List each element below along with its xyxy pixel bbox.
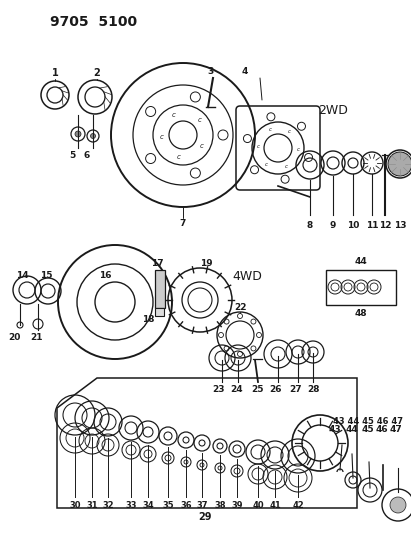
- Text: 40: 40: [252, 500, 264, 510]
- Text: 43 44 45 46 47: 43 44 45 46 47: [333, 417, 403, 426]
- Circle shape: [388, 152, 411, 176]
- Text: 30: 30: [69, 500, 81, 510]
- Text: 25: 25: [252, 385, 264, 394]
- Circle shape: [90, 133, 95, 139]
- Text: 26: 26: [269, 385, 281, 394]
- Text: 47: 47: [390, 425, 402, 434]
- Text: 21: 21: [30, 334, 42, 343]
- Text: c: c: [197, 117, 201, 123]
- Text: 41: 41: [269, 500, 281, 510]
- Text: 34: 34: [142, 500, 154, 510]
- Text: 1: 1: [52, 68, 58, 78]
- Text: 33: 33: [125, 500, 137, 510]
- Text: 2WD: 2WD: [318, 103, 348, 117]
- Text: 23: 23: [212, 385, 224, 394]
- Text: c: c: [288, 130, 291, 134]
- Text: 13: 13: [394, 221, 406, 230]
- Bar: [326, 270, 396, 305]
- Text: 9705  5100: 9705 5100: [50, 15, 137, 29]
- Text: 46: 46: [376, 425, 388, 434]
- Text: 18: 18: [142, 316, 154, 325]
- Text: 10: 10: [347, 221, 359, 230]
- Text: 36: 36: [180, 500, 192, 510]
- Text: 4: 4: [242, 68, 248, 77]
- Text: 5: 5: [69, 150, 75, 159]
- Text: c: c: [200, 143, 204, 149]
- Text: 31: 31: [86, 500, 98, 510]
- Circle shape: [390, 497, 406, 513]
- Text: c: c: [256, 143, 260, 149]
- Text: 22: 22: [234, 303, 246, 312]
- Text: 4WD: 4WD: [232, 270, 262, 282]
- Text: 16: 16: [99, 271, 111, 279]
- Text: 8: 8: [307, 221, 313, 230]
- Text: 44: 44: [355, 257, 367, 266]
- Text: 32: 32: [102, 500, 114, 510]
- Text: 48: 48: [355, 309, 367, 318]
- Text: c: c: [265, 161, 268, 167]
- Text: 43: 43: [329, 425, 341, 434]
- Text: c: c: [285, 164, 288, 169]
- Circle shape: [75, 131, 81, 137]
- Text: c: c: [172, 112, 176, 118]
- Text: c: c: [268, 127, 271, 132]
- Text: c: c: [159, 134, 163, 140]
- Text: 24: 24: [231, 385, 243, 394]
- Text: 3: 3: [207, 68, 213, 77]
- Text: 12: 12: [379, 221, 391, 230]
- Bar: [155, 308, 164, 316]
- Text: 19: 19: [200, 259, 212, 268]
- Text: 7: 7: [180, 220, 186, 229]
- Text: 29: 29: [198, 512, 212, 522]
- Text: 44: 44: [346, 425, 358, 434]
- Text: 14: 14: [16, 271, 28, 279]
- Text: 35: 35: [162, 500, 174, 510]
- Text: 11: 11: [366, 221, 378, 230]
- Text: 17: 17: [151, 259, 163, 268]
- Text: 37: 37: [196, 500, 208, 510]
- Text: 45: 45: [362, 425, 374, 434]
- Text: 27: 27: [290, 385, 302, 394]
- Text: 6: 6: [84, 150, 90, 159]
- Text: c: c: [296, 148, 299, 152]
- Bar: [155, 270, 165, 308]
- Text: c: c: [176, 154, 180, 159]
- Text: 28: 28: [307, 385, 319, 394]
- Text: 9: 9: [330, 221, 336, 230]
- Text: 15: 15: [40, 271, 52, 279]
- Text: 20: 20: [8, 334, 20, 343]
- Text: 2: 2: [94, 68, 100, 78]
- Text: 42: 42: [292, 500, 304, 510]
- Text: 38: 38: [214, 500, 226, 510]
- Text: 39: 39: [231, 500, 243, 510]
